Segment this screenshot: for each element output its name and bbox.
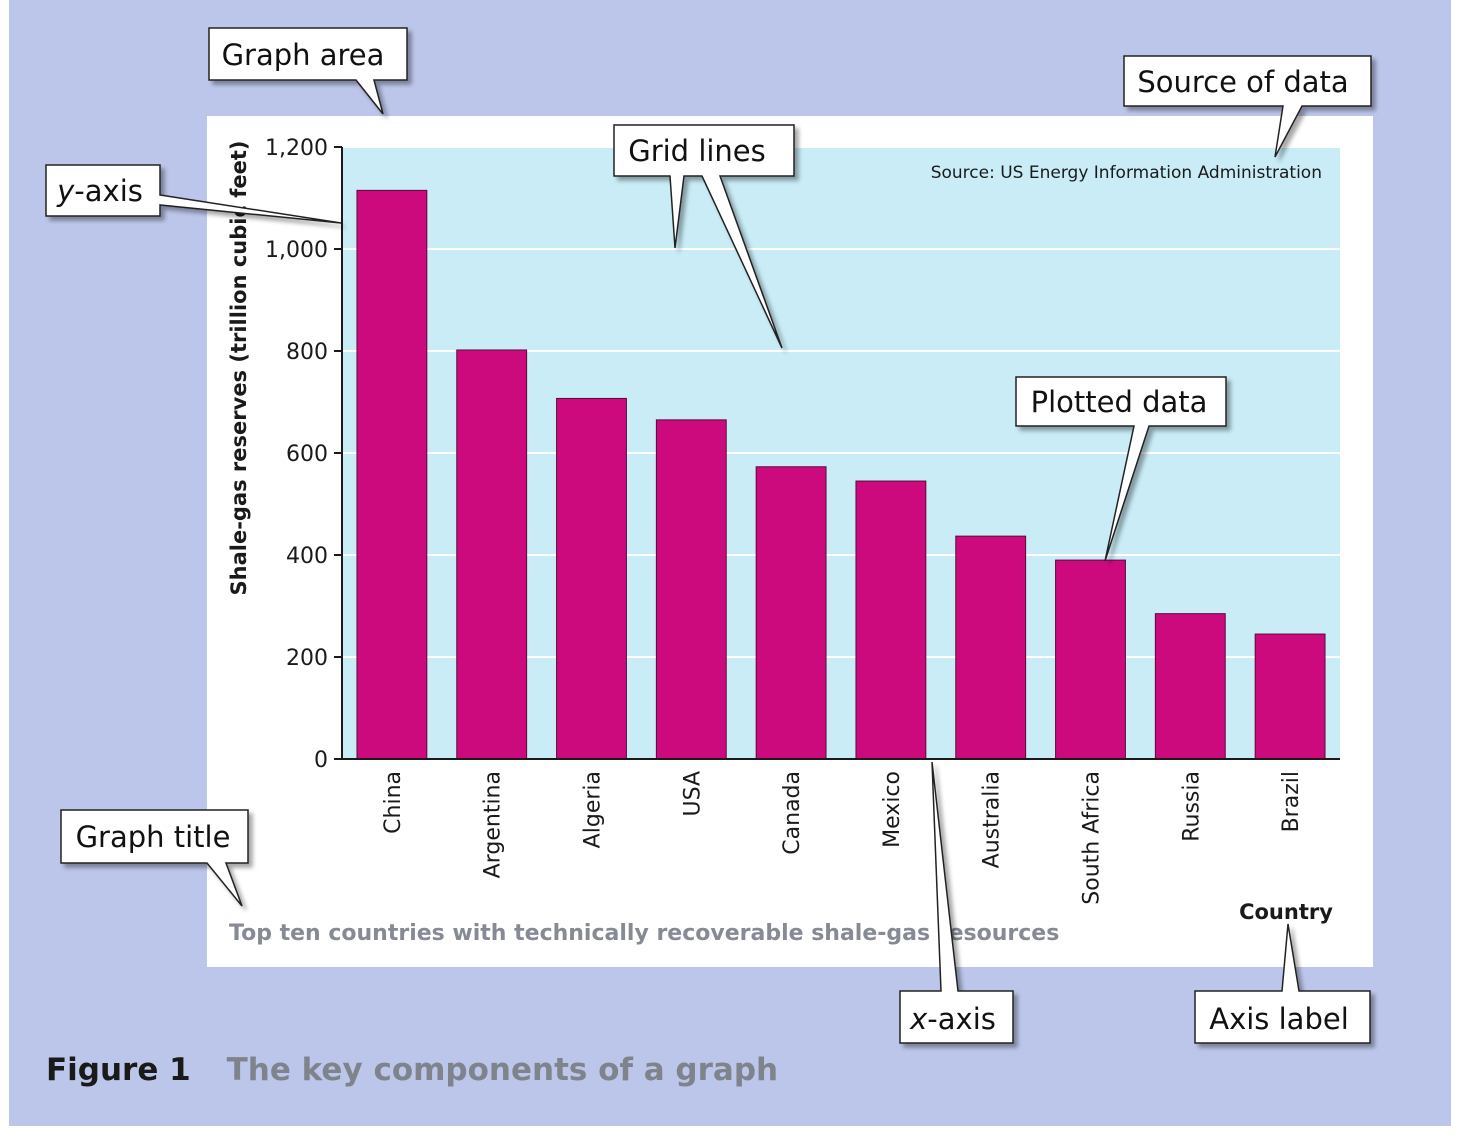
figure-number: Figure 1 xyxy=(46,1052,191,1088)
x-category-label: Canada xyxy=(780,771,805,855)
callout-graph-title: Graph title xyxy=(60,809,249,907)
callout-graph-title-label: Graph title xyxy=(76,820,231,854)
bar xyxy=(955,535,1027,760)
bar xyxy=(1154,613,1226,760)
callout-plotted-data-label: Plotted data xyxy=(1031,385,1208,419)
bar xyxy=(556,397,627,760)
figure-title: The key components of a graph xyxy=(226,1052,779,1088)
callout-grid-lines-label: Grid lines xyxy=(628,134,766,168)
callout-graph-area: Graph area xyxy=(208,27,408,115)
callout-source-label: Source of data xyxy=(1137,65,1348,99)
x-category-label: Russia xyxy=(1179,771,1204,842)
bar xyxy=(655,419,727,760)
callout-x-axis-prefix: x xyxy=(909,1002,928,1036)
chart-title: Top ten countries with technically recov… xyxy=(229,921,1059,946)
y-tick-label: 0 xyxy=(314,748,328,773)
x-category-label: South Africa xyxy=(1080,771,1105,905)
bar xyxy=(855,480,927,760)
callout-x-axis-suffix: -axis xyxy=(927,1002,996,1036)
y-axis-title: Shale-gas reserves (trillion cubic feet) xyxy=(227,141,251,596)
callout-plotted-data: Plotted data xyxy=(1015,376,1227,562)
y-tick-label: 600 xyxy=(286,442,328,467)
callout-y-axis: y-axis xyxy=(45,164,342,224)
bar xyxy=(1055,559,1126,760)
callout-y-axis-prefix: y xyxy=(56,174,75,208)
callout-graph-area-label: Graph area xyxy=(222,38,385,72)
x-category-label: Argentina xyxy=(481,771,506,878)
x-category-label: Algeria xyxy=(581,771,606,848)
x-axis-title: Country xyxy=(1239,900,1333,924)
callout-y-axis-label: y-axis xyxy=(56,174,143,208)
y-tick-label: 200 xyxy=(286,646,328,671)
callout-axis-label-label: Axis label xyxy=(1209,1002,1349,1036)
x-category-label: China xyxy=(381,771,406,834)
callout-y-axis-suffix: -axis xyxy=(74,174,143,208)
x-category-labels: China Argentina Algeria USA Canada Mexico Aust… xyxy=(381,771,1304,905)
x-category-label: Australia xyxy=(980,771,1005,868)
source-note: Source: US Energy Information Administra… xyxy=(931,163,1322,183)
callout-source-of-data: Source of data xyxy=(1123,55,1372,158)
bars xyxy=(356,189,1326,760)
callout-grid-lines: Grid lines xyxy=(613,124,795,349)
x-category-label: USA xyxy=(680,771,705,817)
y-tick-label: 1,000 xyxy=(265,238,328,263)
callout-x-axis: x-axis xyxy=(899,761,1014,1044)
bar xyxy=(755,466,827,760)
figure-caption: Figure 1 The key components of a graph xyxy=(46,1052,778,1088)
bar xyxy=(1254,633,1326,760)
callout-x-axis-label: x-axis xyxy=(909,1002,996,1036)
callout-axis-label: Axis label xyxy=(1194,923,1371,1044)
y-tick-label: 1,200 xyxy=(265,136,328,161)
y-ticks: 0 200 400 600 800 1,000 1,200 xyxy=(265,136,342,773)
y-tick-label: 800 xyxy=(286,340,328,365)
x-category-label: Brazil xyxy=(1279,771,1304,832)
x-category-label: Mexico xyxy=(880,771,905,848)
y-tick-label: 400 xyxy=(286,544,328,569)
bar xyxy=(356,189,428,760)
bar xyxy=(456,349,528,760)
